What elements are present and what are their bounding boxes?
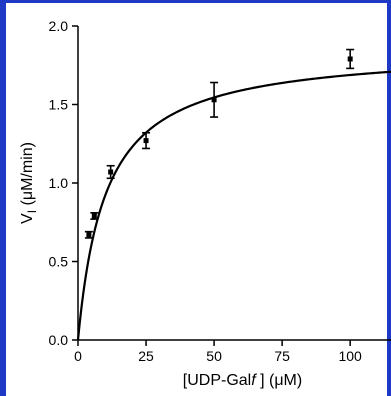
point-marker — [86, 232, 92, 238]
x-tick-label: 0 — [74, 348, 82, 364]
x-axis-label-italic: f — [251, 372, 257, 389]
data-point — [106, 164, 115, 180]
x-axis-label-part: [UDP-Gal — [183, 372, 251, 389]
data-point — [346, 48, 355, 70]
data-point — [210, 81, 219, 118]
chart-axes: 0.0 0.5 1.0 1.5 2.0 0 25 50 75 100 — [49, 18, 391, 364]
x-tick-label: 100 — [338, 348, 362, 364]
y-tick-label: 0.0 — [49, 332, 69, 348]
point-marker — [211, 97, 217, 103]
point-marker — [143, 138, 149, 144]
y-tick-label: 2.0 — [49, 18, 69, 34]
point-marker — [91, 213, 97, 219]
data-points-group — [84, 48, 355, 239]
y-axis-label: VI (μM/min) — [19, 142, 39, 224]
point-marker — [347, 56, 353, 62]
x-axis-label-part: ] (μM) — [256, 372, 303, 389]
x-axis-label: [UDP-Galf ] (μM) — [183, 372, 302, 389]
fit-curve-group — [76, 70, 391, 341]
y-axis-label-part: V — [19, 213, 36, 224]
kinetics-chart: 0.0 0.5 1.0 1.5 2.0 0 25 50 75 100 [UDP-Galf ] (μ… — [19, 18, 391, 389]
point-marker — [108, 169, 114, 175]
y-axis-label-sub: I — [25, 210, 39, 213]
data-point — [84, 230, 93, 239]
y-tick-label: 1.0 — [49, 175, 69, 191]
fit-curve — [76, 70, 391, 341]
y-tick-label: 1.5 — [49, 97, 69, 113]
data-point — [90, 212, 99, 220]
x-tick-label: 75 — [274, 348, 290, 364]
y-tick-label: 0.5 — [49, 254, 69, 270]
y-axis-label-part: (μM/min) — [19, 142, 36, 210]
x-tick-label: 50 — [206, 348, 222, 364]
x-tick-label: 25 — [138, 348, 154, 364]
data-point — [142, 131, 151, 150]
